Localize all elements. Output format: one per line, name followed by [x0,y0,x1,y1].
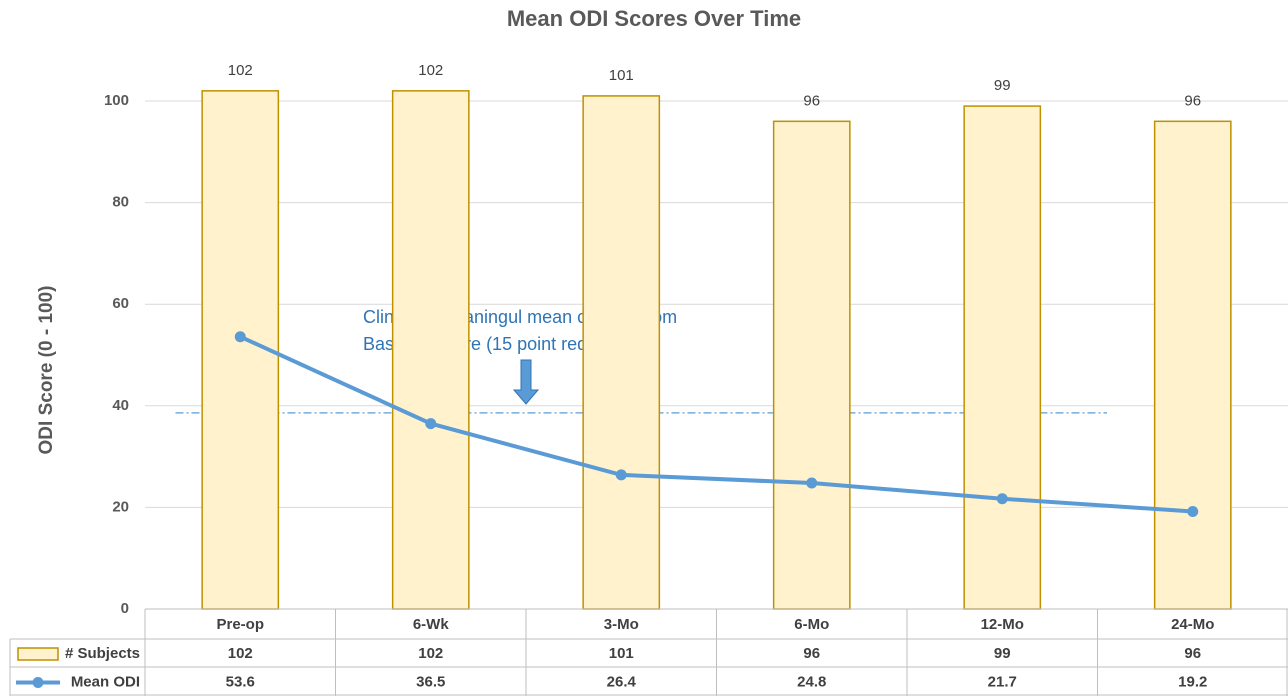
y-tick-label: 40 [112,397,129,414]
table-cell: 101 [609,645,634,662]
data-label: 102 [418,62,443,79]
legend-key [32,677,44,688]
chart-title: Mean ODI Scores Over Time [507,6,801,31]
legend-key [17,647,59,661]
table-cell: 102 [228,645,253,662]
legend-label: Mean ODI [71,673,140,690]
data-label: 96 [803,92,820,109]
bar [1153,120,1232,610]
line-marker [1187,505,1199,517]
bar [963,105,1042,610]
y-tick-label: 0 [121,600,129,617]
bar [391,90,470,610]
y-tick-label: 60 [112,295,129,312]
y-tick-label: 100 [104,92,129,109]
table-cell: 21.7 [988,673,1017,690]
annotation-arrow [512,359,540,405]
table-cell: 36.5 [416,673,445,690]
x-tick-label: 6-Mo [794,616,829,633]
legend-label: # Subjects [65,645,140,662]
table-cell: 102 [418,645,443,662]
bar [772,120,851,610]
data-label: 99 [994,77,1011,94]
x-tick-label: 12-Mo [981,616,1024,633]
x-tick-label: 6-Wk [413,616,449,633]
x-tick-label: 24-Mo [1171,616,1214,633]
bar [582,95,661,610]
data-label: 102 [228,62,253,79]
line-marker [425,418,437,430]
x-tick-label: Pre-op [216,616,264,633]
line-marker [996,493,1008,505]
line [239,334,1193,514]
data-label: 96 [1184,92,1201,109]
x-tick-label: 3-Mo [604,616,639,633]
y-axis-label: ODI Score (0 - 100) [36,286,57,455]
table-cell: 19.2 [1178,673,1207,690]
table-cell: 99 [994,645,1011,662]
data-label: 101 [609,67,634,84]
table-cell: 24.8 [797,673,826,690]
y-tick-label: 20 [112,498,129,515]
table-cell: 53.6 [226,673,255,690]
table-cell: 26.4 [607,673,637,690]
y-tick-label: 80 [112,194,129,211]
line-marker [806,477,818,489]
table-cell: 96 [1184,645,1201,662]
line-marker [234,331,246,343]
line-marker [615,469,627,481]
table-cell: 96 [803,645,820,662]
